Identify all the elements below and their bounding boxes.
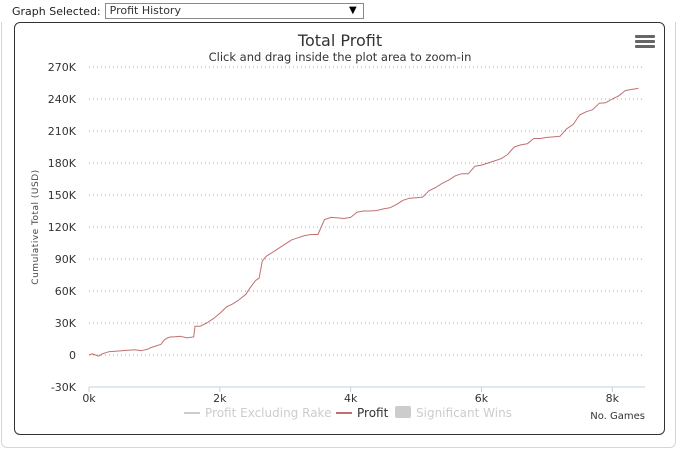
- dropdown-arrow-icon: ▼: [348, 5, 357, 16]
- x-tick-label: 0k: [82, 392, 96, 405]
- chart-title: Total Profit: [297, 31, 382, 50]
- legend-box-icon: [395, 406, 411, 418]
- y-tick-label: 120K: [48, 221, 77, 234]
- hamburger-menu-icon-bar: [635, 40, 655, 43]
- y-axis-label: Cumulative Total (USD): [31, 169, 41, 284]
- y-tick-label: 150K: [48, 189, 77, 202]
- y-tick-label: 90K: [55, 253, 77, 266]
- y-tick-label: 180K: [48, 157, 77, 170]
- legend-item-label[interactable]: Profit: [357, 406, 389, 420]
- graph-select-value: Profit History: [109, 4, 181, 17]
- y-tick-label: 270K: [48, 61, 77, 74]
- chart-menu-button[interactable]: [635, 35, 655, 51]
- y-tick-label: 0: [69, 349, 76, 362]
- y-tick-label: 30K: [55, 317, 77, 330]
- outer-panel: [1, 22, 676, 448]
- graph-selector-bar: Graph Selected: Profit History ▼: [0, 0, 678, 22]
- x-tick-label: 6k: [475, 392, 489, 405]
- y-tick-label: -30K: [51, 381, 77, 394]
- chart-subtitle: Click and drag inside the plot area to z…: [209, 50, 472, 64]
- hamburger-menu-icon-bar: [635, 45, 655, 48]
- legend-item-label[interactable]: Profit Excluding Rake: [205, 406, 331, 420]
- graph-selected-label: Graph Selected:: [12, 4, 101, 18]
- legend-item-label[interactable]: Significant Wins: [416, 406, 512, 420]
- x-tick-label: 2k: [213, 392, 227, 405]
- y-tick-label: 60K: [55, 285, 77, 298]
- x-axis-label: No. Games: [590, 411, 645, 422]
- graph-select-dropdown[interactable]: Profit History ▼: [104, 3, 364, 19]
- hamburger-menu-icon-bar: [635, 35, 655, 38]
- y-tick-label: 240K: [48, 93, 77, 106]
- profit-series-line: [88, 87, 639, 357]
- x-tick-label: 4k: [344, 392, 358, 405]
- x-tick-label: 8k: [606, 392, 620, 405]
- y-tick-label: 210K: [48, 125, 77, 138]
- chart-container: [14, 22, 665, 435]
